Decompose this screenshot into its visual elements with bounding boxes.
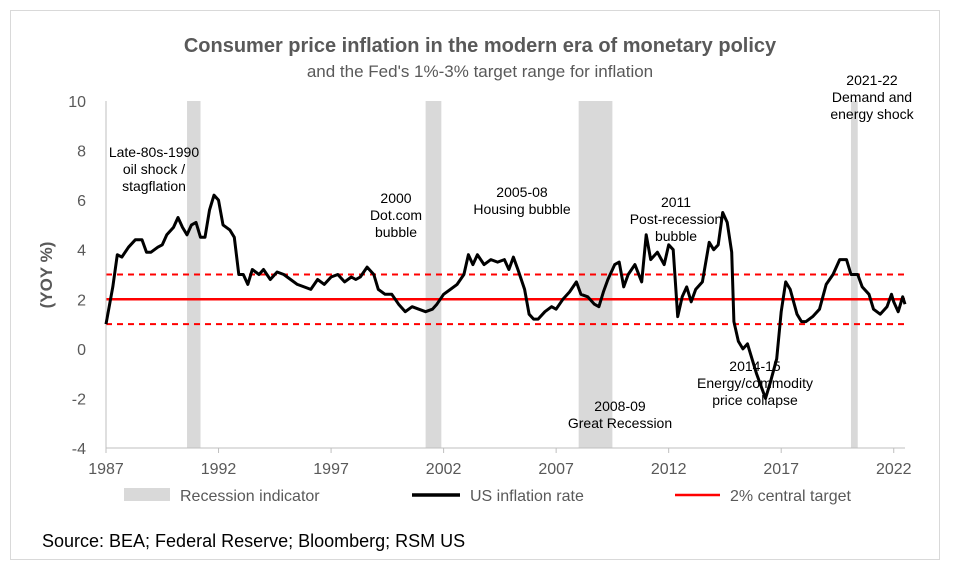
legend-recession-label: Recession indicator bbox=[180, 488, 320, 505]
annotation-line: 2005-08 bbox=[496, 184, 548, 200]
annotation-0: Late-80s-1990 oil shock / stagflation bbox=[109, 144, 200, 194]
x-tick-label: 2012 bbox=[651, 461, 687, 478]
annotation-line: oil shock / bbox=[123, 161, 185, 177]
annotation-line: bubble bbox=[375, 224, 417, 240]
legend-recession-swatch bbox=[124, 488, 170, 501]
annotation-line: 2011 bbox=[661, 194, 691, 210]
annotation-line: Demand and bbox=[832, 89, 912, 105]
annotation-line: Dot.com bbox=[370, 207, 422, 223]
series-us-inflation-rate bbox=[104, 193, 907, 400]
annotation-line: Great Recession bbox=[568, 415, 672, 431]
annotation-line: 2021-22 bbox=[846, 72, 898, 88]
y-tick-label: 8 bbox=[77, 144, 86, 161]
y-tick-label: 0 bbox=[77, 342, 86, 359]
y-axis-label: (YOY %) bbox=[37, 242, 56, 309]
y-tick-label: -2 bbox=[72, 391, 86, 408]
y-tick-label: 6 bbox=[77, 193, 86, 210]
annotation-line: bubble bbox=[655, 228, 697, 244]
annotation-line: 2014-15 bbox=[729, 358, 781, 374]
x-tick-label: 2007 bbox=[538, 461, 574, 478]
x-tick-label: 1987 bbox=[88, 461, 124, 478]
chart-title: Consumer price inflation in the modern e… bbox=[184, 35, 777, 57]
chart-subtitle: and the Fed's 1%-3% target range for inf… bbox=[307, 62, 653, 81]
annotation-6: 2008-09 Great Recession bbox=[568, 398, 672, 431]
annotation-line: stagflation bbox=[122, 178, 186, 194]
recession-bar-1 bbox=[425, 101, 442, 448]
annotation-line: 2000 bbox=[380, 190, 411, 206]
y-tick-label: 4 bbox=[77, 243, 86, 260]
x-tick-label: 1997 bbox=[313, 461, 349, 478]
legend: Recession indicator US inflation rate 2%… bbox=[124, 488, 852, 505]
y-tick-label: 10 bbox=[68, 94, 86, 111]
x-tick-label: 2022 bbox=[876, 461, 912, 478]
annotation-line: price collapse bbox=[712, 392, 798, 408]
annotation-5: 2014-15 Energy/commodity price collapse bbox=[697, 358, 813, 408]
annotation-line: Post-recession bbox=[630, 211, 723, 227]
y-tick-label: -4 bbox=[72, 441, 86, 458]
x-tick-label: 1992 bbox=[201, 461, 237, 478]
annotation-line: 2008-09 bbox=[594, 398, 646, 414]
x-tick-label: 2002 bbox=[426, 461, 462, 478]
legend-inflation-label: US inflation rate bbox=[470, 488, 584, 505]
series-layer bbox=[104, 193, 907, 400]
recession-bar-0 bbox=[187, 101, 201, 448]
annotation-line: Late-80s-1990 bbox=[109, 144, 200, 160]
y-tick-label: 2 bbox=[77, 292, 86, 309]
annotation-line: energy shock bbox=[830, 106, 914, 122]
source-note: Source: BEA; Federal Reserve; Bloomberg;… bbox=[42, 531, 465, 551]
annotation-2: 2005-08 Housing bubble bbox=[473, 184, 571, 217]
legend-target-label: 2% central target bbox=[730, 488, 852, 505]
annotation-line: Housing bubble bbox=[473, 201, 571, 217]
annotation-line: Energy/commodity bbox=[697, 375, 813, 391]
annotation-4: 2021-22 Demand and energy shock bbox=[830, 72, 914, 122]
x-tick-label: 2017 bbox=[763, 461, 799, 478]
annotation-3: 2011 Post-recession bubble bbox=[630, 194, 723, 244]
annotation-1: 2000 Dot.com bubble bbox=[370, 190, 422, 240]
